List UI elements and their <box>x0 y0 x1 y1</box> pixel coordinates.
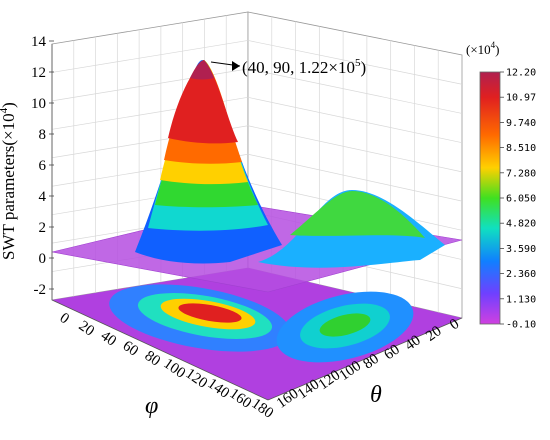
y-axis-label-main: SWT parameters(×10 <box>0 113 18 260</box>
phi-tick-label: 80 <box>142 348 163 370</box>
peak-band-red <box>168 60 238 144</box>
colorbar-gradient <box>479 71 501 325</box>
z-tick-label: 8 <box>39 127 47 143</box>
colorbar-tick-label: 2.360 <box>506 269 536 280</box>
phi-tick-label: 40 <box>98 328 119 350</box>
y-axis-label-close: ) <box>0 102 18 108</box>
secondary-peak-top <box>290 191 425 238</box>
axis-lines <box>51 44 463 401</box>
z-tick-label: 12 <box>31 65 46 81</box>
phi-tick-label: 0 <box>57 310 72 327</box>
colorbar-tick-label: 7.280 <box>506 168 536 179</box>
colorbar-tick-label: 6.050 <box>506 194 536 205</box>
y-axis-label-exponent: 4 <box>0 107 10 113</box>
colorbar-unit-main: (×10 <box>466 42 491 57</box>
phi-tick-label: 20 <box>76 318 97 340</box>
colorbar-tick-label: 4.820 <box>506 219 536 230</box>
phi-axis-title: φ <box>145 393 158 419</box>
floor-blob-main-core <box>178 303 242 323</box>
annotation-arrow-head <box>232 61 240 71</box>
peak-annotation-main: (40, 90, 1.22×10 <box>242 58 355 77</box>
peak-annotation-close: ) <box>361 58 367 77</box>
colorbar-tick-label: 9.740 <box>506 118 536 129</box>
secondary-peak-surface <box>258 190 445 268</box>
z-tick-label: 4 <box>39 189 47 205</box>
floor-blob-second-inner <box>319 313 371 337</box>
colorbar-unit-exponent: 4 <box>491 40 496 50</box>
z-tick-label: 2 <box>39 220 47 236</box>
colorbar-tick-label: 3.590 <box>506 244 536 255</box>
colorbar-unit-close: ) <box>495 42 499 57</box>
wall-gridlines <box>51 15 463 313</box>
colorbar-tick-label: 1.130 <box>506 294 536 305</box>
z-axis-ticks: 14 12 10 8 6 4 2 0 -2 <box>31 34 54 298</box>
floor-contour <box>52 268 462 400</box>
peak-annotation: (40, 90, 1.22×105) <box>242 57 366 77</box>
z-tick-label: -2 <box>34 282 47 298</box>
z-tick-label: 6 <box>39 158 47 174</box>
main-peak-surface <box>135 60 282 264</box>
colorbar-unit: (×104) <box>466 40 500 57</box>
colorbar: (×104) 12.20 10.97 9.740 8.510 7.280 6.050 4.8… <box>466 40 536 331</box>
colorbar-tick-label: -0.10 <box>506 320 536 331</box>
colorbar-ticks: 12.20 10.97 9.740 8.510 7.280 6.050 4.820 3.590… <box>500 68 536 331</box>
colorbar-tick-label: 10.97 <box>506 93 536 104</box>
theta-axis-title: θ <box>370 382 382 408</box>
phi-tick-label: 60 <box>120 338 141 360</box>
z-tick-label: 0 <box>39 251 47 267</box>
z-tick-label: 14 <box>31 34 47 50</box>
peak-band-top <box>190 60 214 80</box>
y-axis-label: SWT parameters(×104) <box>0 102 18 260</box>
peak-annotation-exponent: 5 <box>355 57 361 69</box>
z-tick-label: 10 <box>31 96 46 112</box>
colorbar-tick-label: 12.20 <box>506 68 536 79</box>
colorbar-tick-label: 8.510 <box>506 143 536 154</box>
